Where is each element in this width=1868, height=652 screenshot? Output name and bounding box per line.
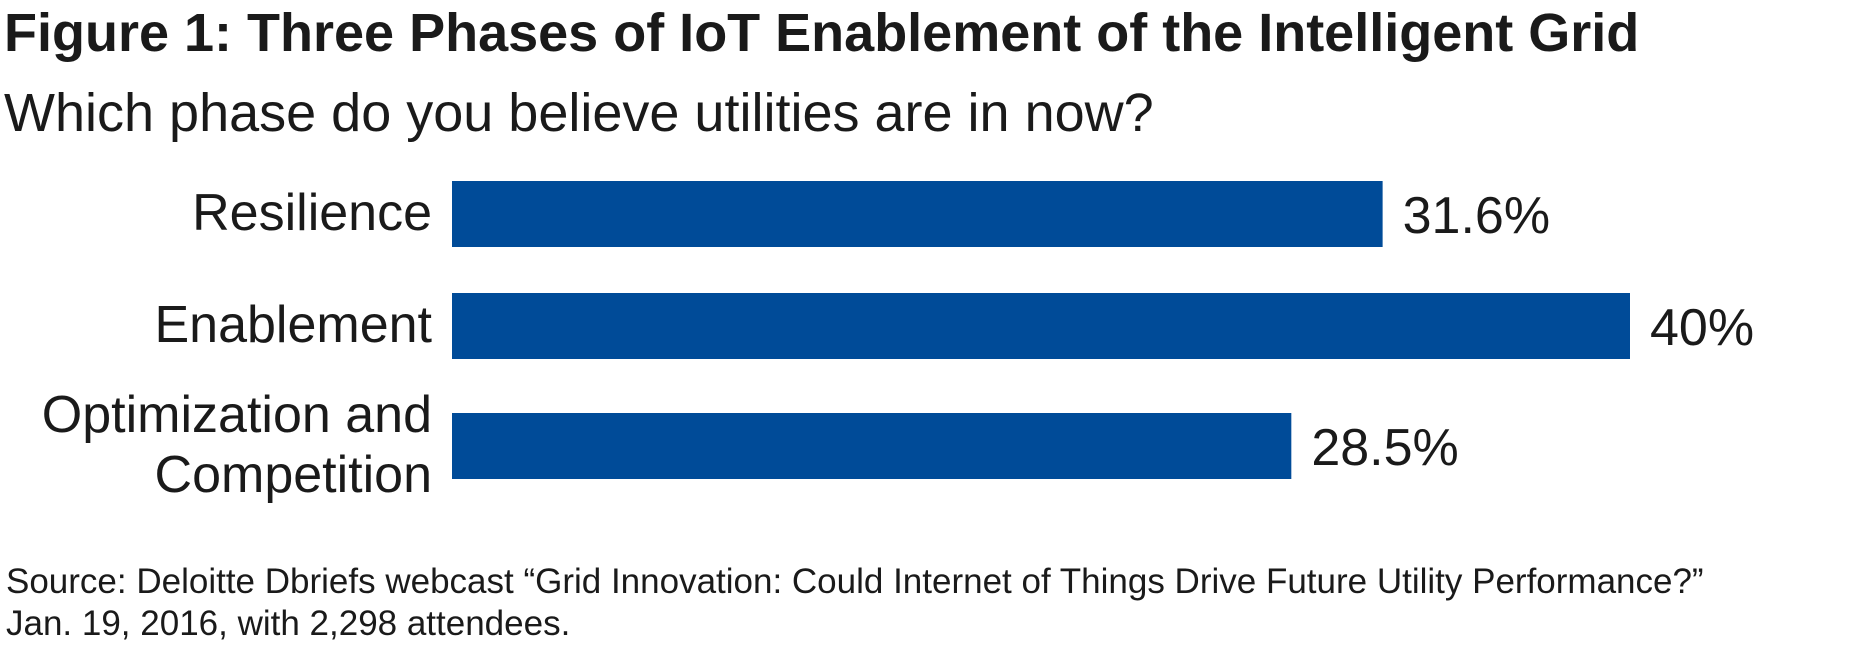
source-note: Source: Deloitte Dbriefs webcast “Grid I… (6, 562, 1704, 601)
bar (452, 293, 1630, 359)
category-label: Enablement (154, 296, 432, 355)
value-label: 28.5% (1311, 419, 1459, 477)
bar (452, 181, 1383, 247)
source-note: Jan. 19, 2016, with 2,298 attendees. (6, 604, 571, 643)
bar (452, 413, 1292, 479)
value-label: 31.6% (1402, 187, 1551, 245)
value-label: 40% (1650, 299, 1755, 357)
category-label: Optimization and Competition (41, 386, 432, 504)
category-label: Resilience (192, 184, 432, 243)
chart-title: Figure 1: Three Phases of IoT Enablement… (4, 3, 1640, 63)
chart-subtitle: Which phase do you believe utilities are… (4, 83, 1154, 143)
